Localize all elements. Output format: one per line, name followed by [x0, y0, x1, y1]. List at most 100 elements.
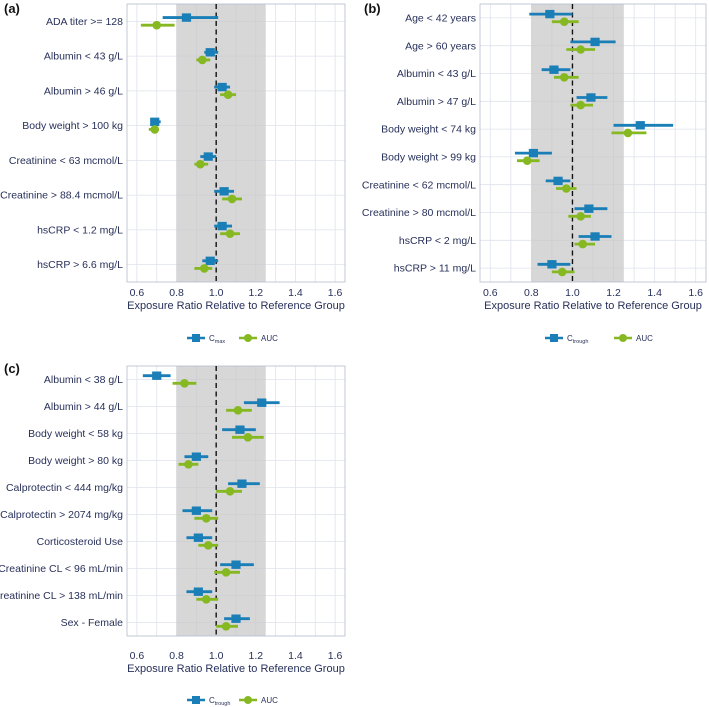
row-label: Corticosteroid Use	[37, 536, 124, 548]
point-series2	[225, 487, 235, 496]
x-axis-label: Exposure Ratio Relative to Reference Gro…	[127, 300, 345, 312]
plot-frame	[126, 365, 346, 637]
point-series1	[257, 398, 267, 407]
point-series2	[180, 379, 189, 388]
legend: Cmax AUC	[187, 334, 278, 345]
point-series1	[203, 152, 213, 161]
row-label: ADA titer >= 128	[46, 16, 123, 28]
x-tick-label: 1.2	[606, 287, 621, 299]
row-label: Body weight > 80 kg	[28, 455, 123, 467]
point-series1	[150, 117, 160, 127]
point-series1	[635, 121, 645, 130]
point-series1	[528, 148, 539, 158]
point-series1	[205, 256, 215, 266]
row-label: Albumin < 43 g/L	[397, 68, 476, 80]
row-label: Creatinine CL > 138 mL/min	[0, 590, 123, 602]
point-series2	[201, 514, 211, 523]
x-tick-label: 0.6	[483, 287, 498, 299]
x-tick-label: 1.6	[688, 287, 703, 299]
row-label: Body weight < 74 kg	[381, 124, 476, 136]
row-label: Calprotectin > 2074 mg/kg	[0, 509, 123, 521]
forest-plot-b: Age < 42 years Age > 60 years Albumin < 43…	[360, 0, 709, 355]
row-label: Creatinine CL < 96 mL/min	[0, 563, 123, 575]
point-series2	[576, 100, 585, 110]
point-series2	[223, 90, 233, 99]
equivalence-band	[176, 4, 266, 282]
legend-label: Cmax	[209, 334, 225, 345]
point-series2	[557, 267, 567, 277]
x-tick-label: 0.8	[524, 287, 539, 299]
point-series2	[196, 159, 205, 169]
point-series1	[553, 176, 563, 186]
row-label: hsCRP < 1.2 mg/L	[37, 224, 123, 236]
row-label: hsCRP > 11 mg/L	[394, 263, 476, 275]
point-series1	[545, 9, 555, 19]
panel-label: (b)	[364, 1, 381, 16]
legend: Ctrough AUC	[187, 696, 278, 707]
forest-plot-c: Albumin < 38 g/L Albumin > 44 g/L Body wei…	[0, 360, 355, 707]
row-label: Sex - Female	[61, 617, 124, 629]
point-series2	[150, 125, 160, 134]
point-series2	[576, 212, 585, 221]
x-tick-label: 0.8	[169, 287, 184, 299]
x-tick-label: 1.0	[209, 650, 224, 662]
legend-label: Ctrough	[567, 334, 588, 345]
row-label: Albumin < 43 g/L	[44, 51, 123, 63]
point-series1	[205, 48, 215, 57]
row-label: Albumin > 44 g/L	[44, 401, 123, 413]
point-series1	[193, 533, 203, 542]
point-series1	[237, 479, 247, 488]
row-label: Age < 42 years	[405, 13, 476, 25]
x-tick-label: 1.2	[249, 287, 264, 299]
forest-plot-a: ADA titer >= 128 Albumin < 43 g/L Albumin …	[0, 0, 355, 355]
row-label: Creatinine > 80 mcmol/L	[362, 207, 476, 219]
point-series1	[152, 371, 162, 380]
panel-label: (a)	[4, 1, 20, 16]
point-series2	[233, 406, 243, 415]
x-tick-label: 1.4	[647, 287, 662, 299]
chart-svg: Albumin < 38 g/L Albumin > 44 g/L Body wei…	[0, 361, 346, 707]
point-series1	[231, 560, 241, 569]
point-series1	[181, 13, 192, 22]
point-series2	[522, 156, 532, 165]
point-series2	[559, 73, 569, 82]
equivalence-band	[176, 366, 266, 636]
row-label: Albumin > 47 g/L	[397, 96, 476, 108]
row-label: Albumin < 38 g/L	[44, 374, 123, 386]
point-series2	[199, 264, 209, 273]
point-series1	[193, 587, 203, 596]
point-series1	[549, 65, 559, 74]
row-label: Calprotectin < 444 mg/kg	[6, 482, 123, 494]
point-series1	[586, 93, 596, 102]
plot-frame	[479, 3, 707, 283]
point-series2	[203, 541, 213, 550]
point-series2	[184, 460, 193, 469]
legend-label: Ctrough	[209, 696, 230, 707]
point-series2	[578, 239, 588, 249]
row-label: Age > 60 years	[405, 40, 476, 52]
point-series1	[191, 506, 201, 515]
point-series1	[235, 425, 245, 434]
row-label: Body weight > 99 kg	[381, 152, 476, 164]
point-series2	[198, 55, 207, 65]
point-series1	[547, 260, 557, 269]
row-label: Body weight < 58 kg	[28, 428, 123, 440]
x-tick-label: 0.6	[130, 287, 145, 299]
x-tick-label: 1.4	[288, 287, 303, 299]
row-label: hsCRP < 2 mg/L	[399, 235, 476, 247]
legend-square-marker	[192, 696, 200, 704]
row-label: Albumin > 46 g/L	[44, 85, 123, 97]
plot-frame	[126, 3, 346, 283]
legend-circle-marker	[244, 696, 252, 704]
point-series2	[201, 595, 211, 604]
row-label: Creatinine < 63 mcmol/L	[9, 155, 123, 167]
x-tick-label: 0.6	[130, 650, 145, 662]
legend-square-marker	[192, 334, 200, 342]
x-tick-label: 1.4	[288, 650, 303, 662]
row-label: Body weight > 100 kg	[22, 120, 123, 132]
row-label: hsCRP > 6.6 mg/L	[37, 259, 123, 271]
point-series1	[191, 452, 201, 461]
point-series2	[152, 20, 162, 30]
point-series2	[576, 45, 585, 54]
x-tick-label: 1.2	[249, 650, 264, 662]
